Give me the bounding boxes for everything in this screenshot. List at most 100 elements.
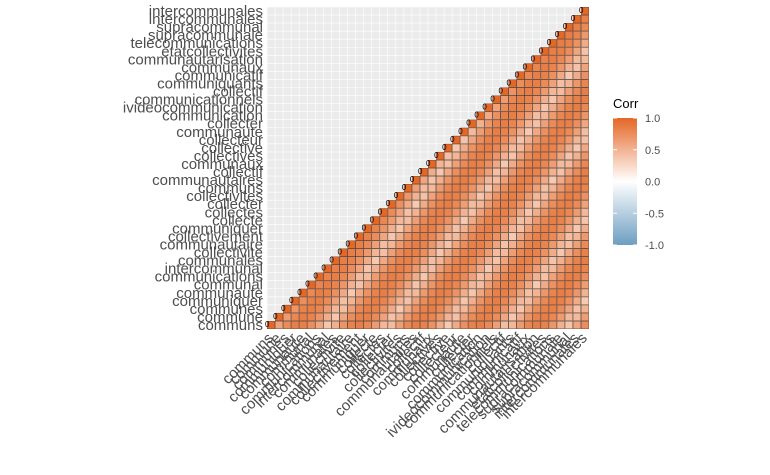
heatmap-cell: [428, 192, 437, 201]
heatmap-cell: [548, 95, 557, 104]
heatmap-cell: [540, 151, 549, 160]
heatmap-cell: [500, 184, 509, 193]
heatmap-cell: [572, 200, 581, 209]
heatmap-cell: [468, 151, 477, 160]
heatmap-cell: [580, 184, 589, 193]
heatmap-cell: [540, 119, 549, 128]
heatmap-cell: [428, 288, 437, 297]
heatmap-cell: [572, 71, 581, 80]
heatmap-cell: [387, 288, 396, 297]
heatmap-cell: [460, 248, 469, 257]
heatmap-cell: [572, 232, 581, 241]
heatmap-cell: [436, 200, 445, 209]
heatmap-cell: [460, 192, 469, 201]
heatmap-cell: [315, 280, 324, 289]
heatmap-cell: [556, 232, 565, 241]
heatmap-cell: [572, 168, 581, 177]
heatmap-cell: [500, 143, 509, 152]
heatmap-cell: [307, 296, 316, 305]
heatmap-cell: [540, 63, 549, 72]
heatmap-cell: [580, 256, 589, 265]
heatmap-cell: [460, 216, 469, 225]
heatmap-cell: [508, 240, 517, 249]
heatmap-cell: [492, 296, 501, 305]
heatmap-cell: [395, 256, 404, 265]
heatmap-cell: [419, 240, 428, 249]
heatmap-cell: [411, 176, 420, 185]
heatmap-cell: [580, 280, 589, 289]
heatmap-cell: [331, 272, 340, 281]
heatmap-cell: [419, 176, 428, 185]
heatmap-cell: [476, 184, 485, 193]
heatmap-cell: [580, 39, 589, 48]
cell-value-label: 0: [498, 87, 503, 96]
y-tick-label: communautarisation: [128, 51, 263, 68]
heatmap-cell: [532, 256, 541, 265]
heatmap-cell: [548, 256, 557, 265]
heatmap-cell: [452, 280, 461, 289]
heatmap-cell: [428, 304, 437, 313]
heatmap-cell: [548, 320, 557, 329]
y-tick-label: collecter: [207, 116, 263, 133]
heatmap-cell: [444, 168, 453, 177]
heatmap-cell: [540, 312, 549, 321]
heatmap-cell: [452, 216, 461, 225]
heatmap-cell: [532, 304, 541, 313]
heatmap-cell: [436, 184, 445, 193]
heatmap-cell: [428, 176, 437, 185]
legend-tick-label: 0.5: [645, 145, 660, 157]
heatmap-cell: [492, 248, 501, 257]
heatmap-cell: [395, 296, 404, 305]
heatmap-cell: [387, 200, 396, 209]
heatmap-cell: [500, 288, 509, 297]
heatmap-cell: [468, 176, 477, 185]
heatmap-cell: [468, 256, 477, 265]
y-tick-label: collectes: [205, 204, 263, 221]
heatmap-cell: [492, 176, 501, 185]
heatmap-cell: [556, 240, 565, 249]
heatmap-cell: [580, 208, 589, 217]
y-tick-label: collectivement: [168, 228, 264, 245]
heatmap-cell: [347, 240, 356, 249]
y-tick-label: intercommunal: [165, 261, 263, 278]
heatmap-cell: [476, 272, 485, 281]
legend-title: Corr: [613, 96, 639, 111]
heatmap-cell: [347, 312, 356, 321]
heatmap-cell: [315, 320, 324, 329]
heatmap-cell: [403, 304, 412, 313]
heatmap-cell: [315, 296, 324, 305]
heatmap-cell: [580, 296, 589, 305]
heatmap-cell: [564, 240, 573, 249]
heatmap-cell: [339, 264, 348, 273]
heatmap-cell: [532, 296, 541, 305]
heatmap-cell: [371, 256, 380, 265]
heatmap-cell: [500, 272, 509, 281]
heatmap-cell: [460, 272, 469, 281]
heatmap-cell: [379, 296, 388, 305]
heatmap-cell: [436, 232, 445, 241]
heatmap-cell: [452, 192, 461, 201]
heatmap-cell: [468, 119, 477, 128]
heatmap-cell: [307, 280, 316, 289]
heatmap-cell: [580, 47, 589, 56]
y-tick-label: communautaires: [152, 172, 263, 189]
heatmap-cell: [580, 87, 589, 96]
heatmap-cell: [428, 232, 437, 241]
heatmap-cell: [379, 240, 388, 249]
heatmap-cell: [508, 103, 517, 112]
heatmap-cell: [468, 143, 477, 152]
heatmap-cell: [564, 280, 573, 289]
heatmap-cell: [532, 143, 541, 152]
heatmap-cell: [556, 224, 565, 233]
heatmap-cell: [556, 111, 565, 120]
heatmap-cell: [524, 224, 533, 233]
heatmap-cell: [508, 95, 517, 104]
heatmap-cell: [411, 312, 420, 321]
heatmap-cell: [564, 288, 573, 297]
cell-value-label: 0: [490, 95, 495, 104]
heatmap-cell: [532, 135, 541, 144]
y-tick-label: collectif: [213, 84, 264, 101]
cell-value-label: 0: [321, 264, 326, 273]
heatmap-cell: [468, 312, 477, 321]
